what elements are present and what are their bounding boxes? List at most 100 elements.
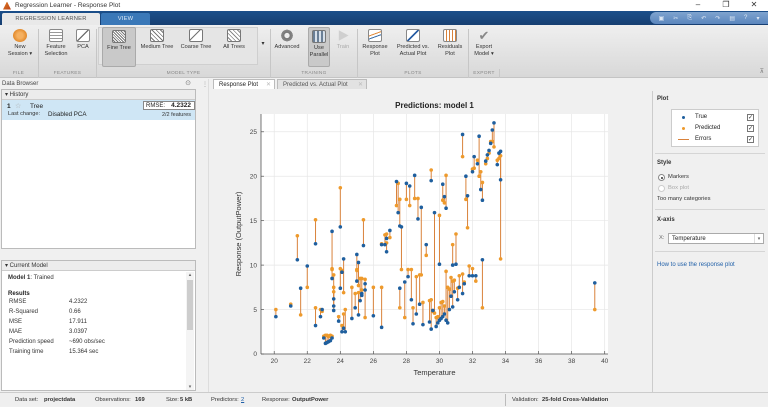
current-model-header[interactable]: ▾ Current Model [2,261,195,271]
new-session-button[interactable]: New Session ▾ [4,27,36,67]
xaxis-select[interactable]: Temperature ▾ [668,233,764,244]
scrollbar-thumb[interactable] [187,280,193,330]
copy-icon[interactable]: ⎘ [687,14,693,21]
train-button[interactable]: Train [332,27,354,67]
residuals-plot-button[interactable]: Residuals Plot [434,27,466,67]
quick-access-toolbar: ▣ ✂ ⎘ ↶ ↷ ▤ ? ▾ [650,12,768,24]
all-trees-button[interactable]: All Trees [218,27,250,67]
fine-tree-icon [112,30,126,43]
legend-item-predicted: Predicted ✓ [672,123,760,134]
svg-text:22: 22 [304,358,312,365]
svg-text:15: 15 [250,218,258,225]
response-plot-button[interactable]: Response Plot [359,27,391,67]
svg-text:24: 24 [337,358,345,365]
drag-handle-icon[interactable]: ⋮ [202,82,208,88]
coarse-tree-button[interactable]: Coarse Tree [177,27,215,67]
group-label-model-type: MODEL TYPE [96,69,270,78]
chevron-down-icon[interactable]: ▾ [756,15,760,22]
save-icon[interactable]: ▣ [658,15,665,22]
checkmark-icon: ✔ [478,28,490,43]
svg-text:32: 32 [469,358,477,365]
svg-text:Temperature: Temperature [413,368,455,377]
result-row-r-squared: R-Squared 0.66 [9,309,81,315]
pca-button[interactable]: PCA [72,27,94,67]
predictors-link[interactable]: 2 [241,397,245,403]
tab-view[interactable]: VIEW [101,13,150,25]
svg-text:40: 40 [601,358,609,365]
dataset-value: projectdata [44,397,76,403]
results-heading: Results [8,291,30,297]
fine-tree-button[interactable]: Fine Tree [102,27,136,67]
collapse-ribbon-icon[interactable]: ⊼ [759,69,764,75]
use-parallel-toggle[interactable]: Use Parallel [308,27,330,67]
svg-text:36: 36 [535,358,543,365]
group-label-features: FEATURES [38,69,96,78]
switch-windows-icon[interactable]: ▤ [729,15,735,22]
ribbon-toolstrip: New Session ▾ Feature Selection PCA Fine… [0,25,768,78]
xaxis-prefix: X: [659,235,665,241]
matlab-logo-icon [3,1,11,10]
gallery-expand-button[interactable]: ▾ [259,41,267,49]
advanced-button[interactable]: Advanced [271,27,303,67]
svg-text:5: 5 [253,307,257,314]
svg-text:Predictions: model 1: Predictions: model 1 [395,101,474,110]
predicted-checkbox[interactable]: ✓ [747,125,754,132]
response-plot-chart[interactable]: 20 22 24 26 28 30 32 34 36 38 40 0 5 10 15 20 25 Predicti… [213,89,649,392]
errors-checkbox[interactable]: ✓ [747,136,754,143]
current-model-scrollbar[interactable]: ▴ ▾ [186,272,194,390]
scroll-up-icon[interactable]: ▴ [188,272,192,278]
plot-legend: True ✓ Predicted ✓ Errors ✓ [671,109,759,147]
minimize-button[interactable]: – [695,0,701,9]
validation-value: 25-fold Cross-Validation [542,397,609,403]
svg-text:0: 0 [253,351,257,358]
scroll-down-icon[interactable]: ▾ [188,384,192,390]
undo-icon[interactable]: ↶ [701,15,707,22]
last-change-value: Disabled PCA [48,111,87,118]
redo-icon[interactable]: ↷ [715,15,721,22]
star-icon[interactable]: ☆ [15,103,22,110]
validation-label: Validation: [512,397,539,403]
group-label-plots: PLOTS [357,69,468,78]
tab-regression-learner[interactable]: REGRESSION LEARNER [2,13,100,25]
panel-menu-icon[interactable]: ⊙ [185,80,191,87]
observations-value: 169 [135,397,145,403]
history-item[interactable]: 1 ☆ Tree RMSE: 4.2322 Last change: Disab… [2,100,195,120]
predicted-vs-actual-button[interactable]: Predicted vs. Actual Plot [393,27,433,67]
history-section: ▾ History 1 ☆ Tree RMSE: 4.2322 Last cha… [1,89,196,249]
result-row-mse: MSE 17.911 [9,319,87,325]
help-link[interactable]: How to use the response plot [657,262,735,268]
feature-selection-button[interactable]: Feature Selection [41,27,71,67]
medium-tree-icon [150,29,164,42]
svg-text:20: 20 [250,173,258,180]
coarse-tree-icon [189,29,203,42]
cut-icon[interactable]: ✂ [673,15,679,22]
panel-splitter[interactable]: ⋮ [199,79,209,392]
tab-predicted-vs-actual[interactable]: Predicted vs. Actual Plot ✕ [277,79,367,89]
size-label: Size: [166,397,179,403]
data-browser-panel: Data Browser ⊙ ▾ History 1 ☆ Tree RMSE: … [0,79,197,392]
legend-item-errors: Errors ✓ [672,134,760,145]
restore-button[interactable]: ❐ [722,0,730,9]
plot-options-panel: Plot True ✓ Predicted ✓ Errors ✓ Style M… [652,91,767,392]
true-checkbox[interactable]: ✓ [747,114,754,121]
parallel-icon [312,30,326,43]
all-trees-icon [227,29,241,42]
svg-text:26: 26 [370,358,378,365]
close-tab-icon[interactable]: ✕ [357,82,363,88]
markers-label: Markers [668,174,689,180]
medium-tree-button[interactable]: Medium Tree [138,27,176,67]
close-tab-icon[interactable]: ✕ [265,82,271,88]
current-model-name: Model 1 [8,275,31,281]
box-plot-radio[interactable] [658,185,665,192]
close-button[interactable]: ✕ [750,0,758,9]
tab-response-plot[interactable]: Response Plot ✕ [213,79,275,89]
current-model-status: : Trained [30,275,54,281]
help-icon[interactable]: ? [744,15,748,21]
play-icon [338,30,349,41]
markers-radio[interactable] [658,174,665,181]
plot-section-title: Plot [657,96,669,102]
group-label-export: EXPORT [468,69,500,78]
export-model-button[interactable]: ✔ Export Model ▾ [474,28,494,57]
history-header[interactable]: ▾ History [2,90,195,100]
svg-text:30: 30 [436,358,444,365]
